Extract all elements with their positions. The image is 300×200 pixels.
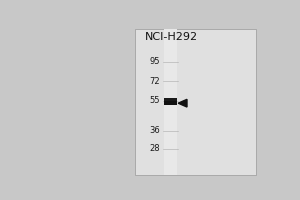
Bar (164, 98, 177, 101)
Text: 95: 95 (149, 57, 160, 66)
Text: 55: 55 (149, 96, 160, 105)
Polygon shape (178, 99, 187, 107)
Text: NCI-H292: NCI-H292 (145, 32, 198, 42)
Bar (164, 29, 177, 175)
Text: 72: 72 (149, 77, 160, 86)
Bar (164, 101, 177, 105)
Text: 36: 36 (149, 126, 160, 135)
Bar (135, 29, 256, 175)
Text: 28: 28 (149, 144, 160, 153)
